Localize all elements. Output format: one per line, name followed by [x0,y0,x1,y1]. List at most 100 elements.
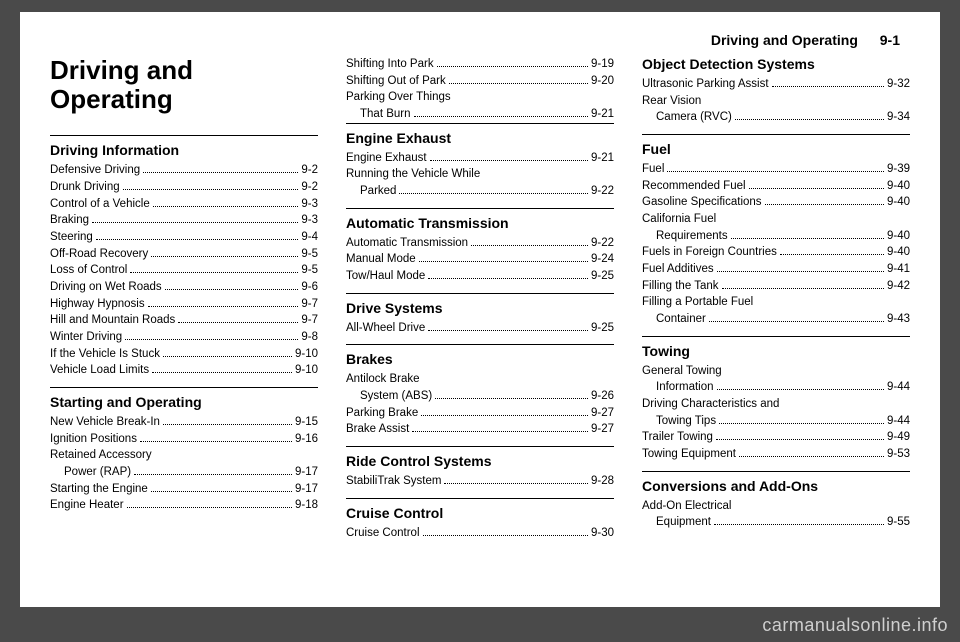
toc-entry-label: Vehicle Load Limits [50,362,149,379]
toc-entry-label: System (ABS) [360,388,432,405]
toc-section-heading: Conversions and Add-Ons [642,471,910,494]
toc-entry: Loss of Control 9-5 [50,262,318,279]
toc-entry-label: Tow/Haul Mode [346,268,425,285]
toc-entry-label: Camera (RVC) [656,109,732,126]
toc-entry-label: Off-Road Recovery [50,246,148,263]
toc-entry-label: Steering [50,229,93,246]
toc-entry-label: Retained Accessory [50,447,318,464]
toc-leader-dots [421,408,588,416]
toc-entry: All-Wheel Drive9-25 [346,320,614,337]
toc-entry-page: 9-53 [887,446,910,463]
toc-entry-line2: Camera (RVC)9-34 [642,109,910,126]
toc-entry-page: 9-2 [301,179,318,196]
toc-leader-dots [125,332,298,340]
toc-entry: Rear VisionCamera (RVC)9-34 [642,93,910,126]
col3-content: Object Detection SystemsUltrasonic Parki… [642,56,910,531]
toc-entry-page: 9-25 [591,320,614,337]
toc-entry-label: Brake Assist [346,421,409,438]
toc-entry-page: 9-44 [887,379,910,396]
toc-entry-label: Container [656,311,706,328]
toc-entry-label: Starting the Engine [50,481,148,498]
toc-leader-dots [722,281,884,289]
toc-entry-line2: Equipment 9-55 [642,514,910,531]
toc-entry: Cruise Control9-30 [346,525,614,542]
toc-leader-dots [471,238,588,246]
toc-entry-page: 9-22 [591,183,614,200]
toc-entry-label: Control of a Vehicle [50,196,150,213]
toc-leader-dots [92,215,298,223]
toc-entry: Off-Road Recovery 9-5 [50,246,318,263]
toc-entry: California FuelRequirements9-40 [642,211,910,244]
toc-entry: Filling a Portable FuelContainer 9-43 [642,294,910,327]
toc-entry-label: Loss of Control [50,262,127,279]
toc-section-heading: Starting and Operating [50,387,318,410]
toc-leader-dots [428,323,588,331]
toc-entry: Driving on Wet Roads9-6 [50,279,318,296]
toc-entry-page: 9-5 [301,262,318,279]
toc-entry-page: 9-6 [301,279,318,296]
toc-leader-dots [140,434,292,442]
page-header: Driving and Operating 9-1 [50,32,910,48]
toc-entry-label: Defensive Driving [50,162,140,179]
toc-entry-label: Braking [50,212,89,229]
toc-entry-page: 9-42 [887,278,910,295]
toc-entry-page: 9-40 [887,178,910,195]
toc-entry-page: 9-43 [887,311,910,328]
toc-entry-line2: Requirements9-40 [642,228,910,245]
col1-content: Driving InformationDefensive Driving9-2D… [50,135,318,514]
toc-leader-dots [714,517,884,525]
toc-entry-line2: Power (RAP)9-17 [50,464,318,481]
toc-leader-dots [151,484,292,492]
toc-entry: Driving Characteristics andTowing Tips9-… [642,396,910,429]
toc-entry-page: 9-26 [591,388,614,405]
toc-entry-label: Information [656,379,714,396]
toc-leader-dots [399,186,588,194]
toc-entry: Engine Exhaust9-21 [346,150,614,167]
toc-entry-page: 9-41 [887,261,910,278]
toc-entry: Recommended Fuel9-40 [642,178,910,195]
toc-leader-dots [148,299,299,307]
toc-leader-dots [423,528,588,536]
toc-entry: Defensive Driving 9-2 [50,162,318,179]
toc-entry: Gasoline Specifications9-40 [642,194,910,211]
toc-leader-dots [667,164,884,172]
toc-entry-label: New Vehicle Break-In [50,414,160,431]
toc-leader-dots [412,424,588,432]
toc-entry-label: Shifting Into Park [346,56,434,73]
toc-leader-dots [739,449,884,457]
toc-entry-page: 9-2 [301,162,318,179]
toc-entry-page: 9-8 [301,329,318,346]
toc-entry-label: StabiliTrak System [346,473,441,490]
toc-entry-label: Equipment [656,514,711,531]
toc-section-heading: Driving Information [50,135,318,158]
toc-entry-page: 9-55 [887,514,910,531]
toc-column-3: Object Detection SystemsUltrasonic Parki… [642,56,910,587]
toc-entry-page: 9-27 [591,421,614,438]
toc-leader-dots [749,181,884,189]
toc-entry-page: 9-5 [301,246,318,263]
toc-entry: Steering9-4 [50,229,318,246]
toc-entry-page: 9-40 [887,194,910,211]
toc-leader-dots [765,197,884,205]
toc-leader-dots [719,416,884,424]
toc-entry-label: Power (RAP) [64,464,131,481]
toc-entry: Brake Assist 9-27 [346,421,614,438]
toc-entry: Trailer Towing9-49 [642,429,910,446]
toc-section-heading: Ride Control Systems [346,446,614,469]
toc-leader-dots [716,432,884,440]
toc-entry-label: Filling a Portable Fuel [642,294,910,311]
toc-entry: Automatic Transmission9-22 [346,235,614,252]
toc-entry-label: Antilock Brake [346,371,614,388]
toc-column-1: Driving and Operating Driving Informatio… [50,56,318,587]
toc-entry-page: 9-3 [301,196,318,213]
toc-entry-label: Engine Heater [50,497,124,514]
toc-leader-dots [428,271,588,279]
toc-entry: Tow/Haul Mode9-25 [346,268,614,285]
toc-leader-dots [127,500,292,508]
toc-section-heading: Engine Exhaust [346,123,614,146]
toc-entry-label: Ultrasonic Parking Assist [642,76,769,93]
toc-section-heading: Towing [642,336,910,359]
toc-entry: Running the Vehicle WhileParked9-22 [346,166,614,199]
toc-entry: Antilock BrakeSystem (ABS) 9-26 [346,371,614,404]
toc-entry-page: 9-3 [301,212,318,229]
